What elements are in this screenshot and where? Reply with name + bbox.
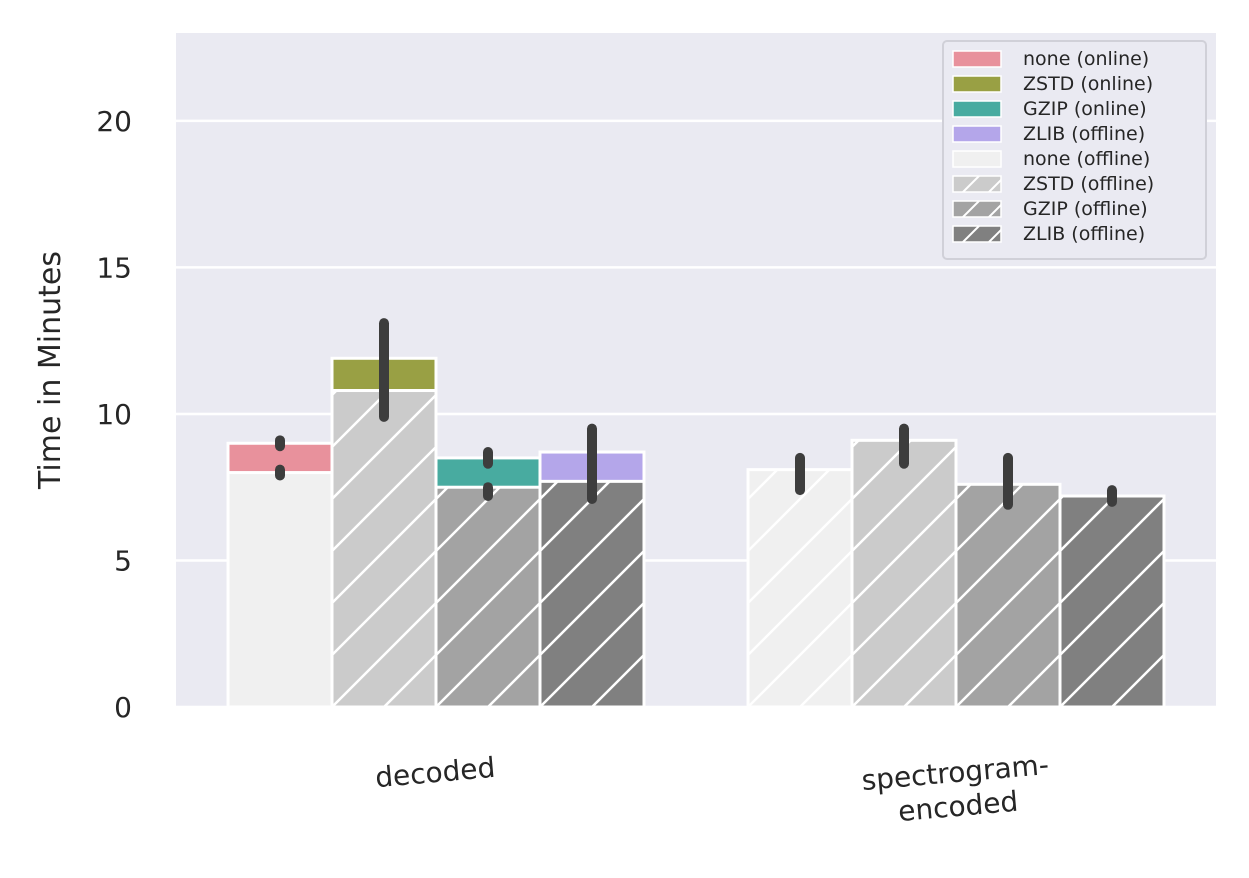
legend-swatch — [952, 200, 1002, 218]
bar-gzip-offline-offline-spectrogram-encoded-hatch — [956, 484, 1060, 707]
y-axis-label: Time in Minutes — [33, 251, 68, 490]
legend-entry-none-online-online: none (online) — [952, 48, 1149, 70]
bar-gzip-offline-offline-decoded — [434, 485, 542, 709]
y-tick-label-15: 15 — [96, 251, 132, 284]
legend-label: none (online) — [1023, 48, 1149, 70]
legend-label: none (offline) — [1023, 148, 1150, 170]
x-category-label-decoded: decoded — [374, 751, 497, 794]
legend-label: GZIP (online) — [1023, 98, 1147, 120]
bar-none-offline-offline-spectrogram-encoded-fill — [748, 469, 852, 707]
y-tick-label-10: 10 — [96, 398, 132, 431]
y-axis-ticks: 0 5 10 15 20 — [96, 105, 132, 724]
bar-none-offline-offline-decoded — [226, 471, 334, 709]
legend-swatch — [952, 225, 1002, 243]
legend-swatch — [952, 100, 1002, 118]
bar-zstd-offline-offline-decoded-fill — [332, 390, 436, 707]
legend-label: ZSTD (offline) — [1023, 173, 1154, 195]
legend-label: ZLIB (offline) — [1023, 123, 1145, 145]
bar-zstd-offline-offline-spectrogram-encoded-fill — [852, 440, 956, 707]
bar-zstd-offline-offline-decoded — [330, 389, 438, 709]
legend-swatch — [952, 150, 1002, 168]
bar-none-offline-offline-decoded-fill — [228, 472, 332, 707]
bar-zstd-offline-offline-spectrogram-encoded — [850, 438, 958, 709]
legend-entry-gzip-offline-offline: GZIP (offline) — [952, 198, 1148, 220]
y-tick-label-0: 0 — [114, 691, 132, 724]
bar-zlib-offline-offline-decoded-fill — [540, 481, 644, 707]
bar-gzip-offline-offline-decoded-fill — [436, 487, 540, 707]
x-axis-categories: decoded spectrogram-encoded — [374, 748, 1053, 831]
legend-swatch — [952, 50, 1002, 68]
legend-swatch — [952, 125, 1002, 143]
legend-entry-zstd-offline-offline: ZSTD (offline) — [952, 173, 1154, 195]
y-tick-label-5: 5 — [114, 544, 132, 577]
legend-swatch — [952, 75, 1002, 93]
legend-label: GZIP (offline) — [1023, 198, 1148, 220]
legend: none (online) ZSTD (online) GZIP (online) Z… — [942, 40, 1207, 260]
legend-entry-none-offline-offline: none (offline) — [952, 148, 1150, 170]
bar-gzip-offline-offline-spectrogram-encoded-fill — [956, 484, 1060, 707]
y-tick-label-20: 20 — [96, 105, 132, 138]
legend-label: ZLIB (offline) — [1023, 223, 1145, 245]
legend-entry-zlib-offline-offline: ZLIB (offline) — [952, 223, 1145, 245]
legend-swatch — [952, 175, 1002, 193]
legend-box — [942, 40, 1207, 260]
legend-entry-zlib-offline-online: ZLIB (offline) — [952, 123, 1145, 145]
error-bars — [275, 318, 1117, 510]
legend-entry-zstd-online-online: ZSTD (online) — [952, 73, 1153, 95]
x-category-label-spectrogram-encoded: spectrogram-encoded — [860, 748, 1053, 831]
legend-entry-gzip-online-online: GZIP (online) — [952, 98, 1147, 120]
legend-label: ZSTD (online) — [1023, 73, 1153, 95]
